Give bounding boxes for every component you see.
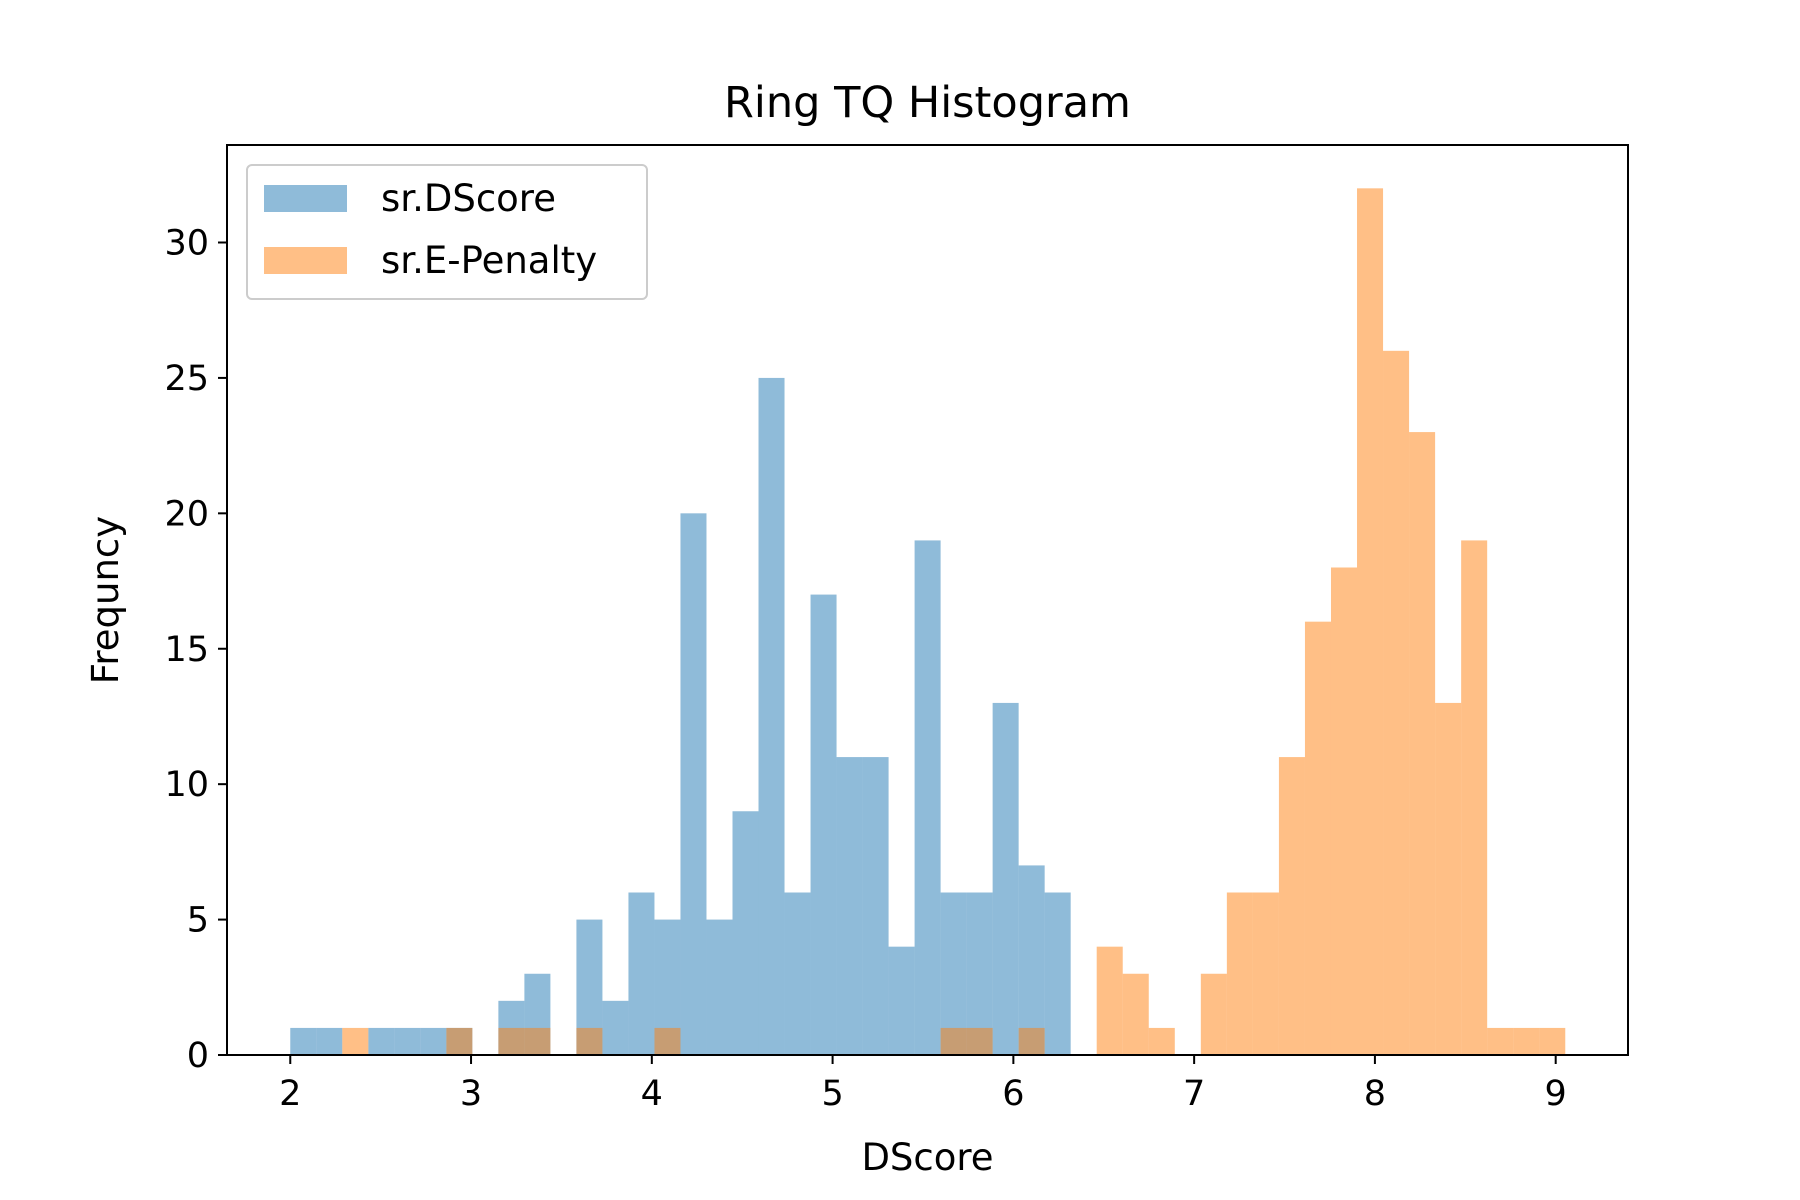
bar-sr-e-penalty-9 bbox=[1096, 946, 1123, 1055]
y-tick-label: 10 bbox=[164, 765, 209, 805]
y-tick-label: 20 bbox=[164, 494, 209, 534]
legend-label: sr.DScore bbox=[381, 177, 556, 220]
bar-sr-e-penalty-21 bbox=[1435, 702, 1462, 1055]
bar-sr-dscore-19 bbox=[784, 892, 811, 1055]
bar-sr-e-penalty-16 bbox=[1304, 621, 1331, 1055]
y-tick-label: 15 bbox=[164, 630, 209, 670]
bar-sr-dscore-0 bbox=[290, 1027, 317, 1055]
x-tick-label: 8 bbox=[1364, 1074, 1386, 1114]
legend-label: sr.E-Penalty bbox=[381, 239, 597, 282]
y-axis-label: Frequncy bbox=[84, 516, 127, 684]
bar-sr-dscore-3 bbox=[368, 1027, 395, 1055]
bar-sr-e-penalty-24 bbox=[1513, 1027, 1540, 1055]
bar-sr-e-penalty-13 bbox=[1226, 892, 1253, 1055]
bar-sr-e-penalty-12 bbox=[1200, 973, 1227, 1055]
y-tick-label: 25 bbox=[164, 359, 209, 399]
bar-sr-e-penalty-4 bbox=[576, 1027, 603, 1055]
bar-sr-e-penalty-20 bbox=[1409, 432, 1436, 1056]
bar-sr-dscore-23 bbox=[888, 946, 915, 1055]
bar-sr-dscore-17 bbox=[732, 811, 759, 1055]
x-tick-label: 9 bbox=[1545, 1074, 1567, 1114]
bar-sr-dscore-21 bbox=[836, 757, 863, 1055]
bar-sr-e-penalty-0 bbox=[342, 1027, 369, 1055]
bar-sr-e-penalty-17 bbox=[1330, 567, 1358, 1055]
bar-sr-dscore-29 bbox=[1044, 892, 1071, 1055]
bar-sr-e-penalty-2 bbox=[498, 1027, 525, 1055]
bar-sr-dscore-25 bbox=[940, 892, 967, 1055]
bar-sr-dscore-20 bbox=[810, 594, 837, 1055]
bar-sr-e-penalty-11 bbox=[1148, 1027, 1175, 1055]
bar-sr-dscore-18 bbox=[758, 377, 785, 1055]
bar-sr-e-penalty-3 bbox=[524, 1027, 551, 1055]
bar-sr-dscore-15 bbox=[680, 513, 707, 1055]
y-tick-label: 5 bbox=[187, 901, 209, 941]
bar-sr-e-penalty-8 bbox=[1018, 1027, 1045, 1055]
y-axis-ticks: 0 5 10 15 20 25 30 bbox=[164, 224, 227, 1076]
bar-sr-dscore-28 bbox=[1018, 865, 1045, 1055]
bar-sr-e-penalty-22 bbox=[1461, 540, 1488, 1055]
x-tick-label: 3 bbox=[460, 1074, 482, 1114]
x-tick-label: 7 bbox=[1183, 1074, 1205, 1114]
x-tick-label: 5 bbox=[821, 1074, 843, 1114]
legend-swatch bbox=[264, 247, 347, 274]
bar-sr-dscore-13 bbox=[628, 892, 655, 1055]
bar-sr-e-penalty-15 bbox=[1278, 757, 1305, 1055]
bar-sr-e-penalty-18 bbox=[1357, 188, 1384, 1055]
bar-sr-dscore-1 bbox=[316, 1027, 343, 1055]
bar-sr-e-penalty-25 bbox=[1539, 1027, 1566, 1055]
x-tick-label: 6 bbox=[1002, 1074, 1024, 1114]
bar-sr-dscore-24 bbox=[914, 540, 941, 1055]
bar-sr-dscore-5 bbox=[420, 1027, 447, 1055]
x-axis-ticks: 2 3 4 5 6 7 8 9 bbox=[279, 1055, 1567, 1114]
bar-sr-e-penalty-10 bbox=[1122, 973, 1149, 1055]
bar-sr-e-penalty-6 bbox=[940, 1027, 967, 1055]
bars-layer bbox=[290, 188, 1566, 1056]
legend-swatch bbox=[264, 185, 347, 212]
chart-title: Ring TQ Histogram bbox=[724, 78, 1131, 128]
bar-sr-dscore-27 bbox=[992, 702, 1019, 1055]
bar-sr-e-penalty-23 bbox=[1487, 1027, 1514, 1055]
bar-sr-dscore-26 bbox=[966, 892, 993, 1055]
y-tick-label: 30 bbox=[164, 224, 209, 264]
axes-frame bbox=[226, 144, 1629, 1056]
bar-sr-dscore-4 bbox=[394, 1027, 421, 1055]
bar-sr-e-penalty-7 bbox=[966, 1027, 993, 1055]
y-tick-label: 0 bbox=[187, 1036, 209, 1076]
x-axis-label: DScore bbox=[861, 1136, 993, 1179]
x-tick-label: 4 bbox=[641, 1074, 663, 1114]
bar-sr-e-penalty-5 bbox=[654, 1027, 681, 1055]
bar-sr-e-penalty-14 bbox=[1252, 892, 1279, 1055]
bar-sr-dscore-16 bbox=[706, 919, 733, 1055]
bar-sr-e-penalty-19 bbox=[1383, 350, 1410, 1056]
x-tick-label: 2 bbox=[279, 1074, 301, 1114]
bar-sr-e-penalty-1 bbox=[446, 1027, 473, 1055]
bar-sr-dscore-22 bbox=[862, 757, 889, 1055]
legend: sr.DScore sr.E-Penalty bbox=[246, 164, 648, 300]
bar-sr-dscore-12 bbox=[602, 1000, 629, 1055]
